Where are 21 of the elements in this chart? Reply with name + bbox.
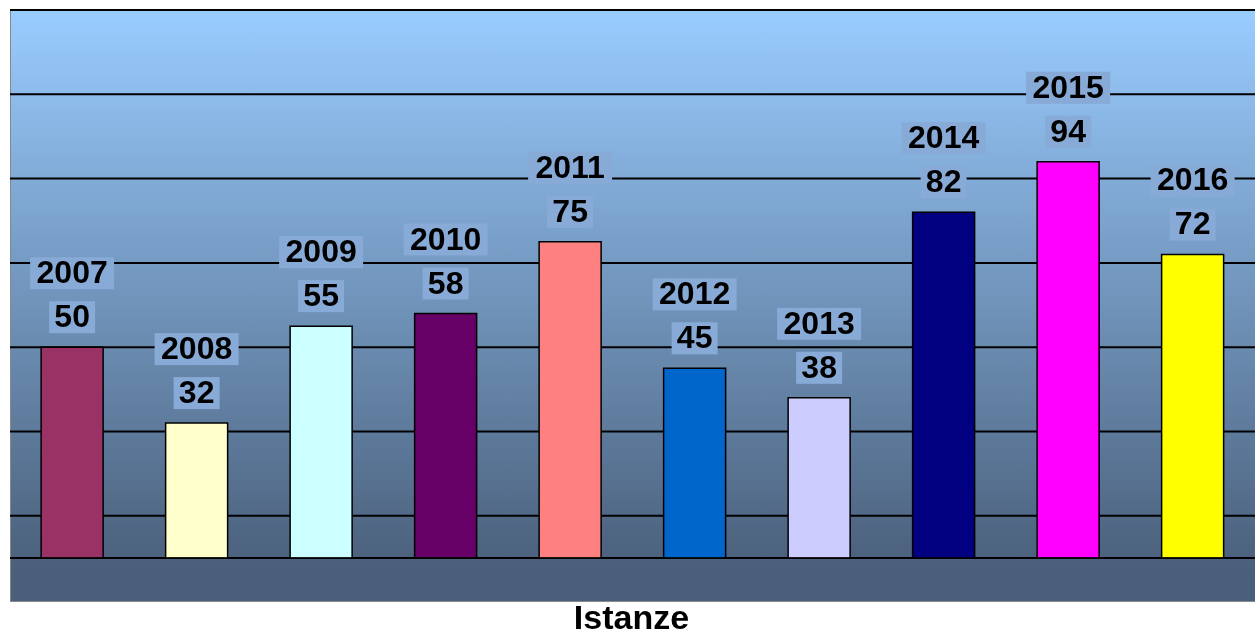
x-axis-title: Istanze bbox=[572, 598, 691, 633]
data-label: 75 bbox=[552, 192, 588, 229]
data-label: 72 bbox=[1174, 205, 1211, 242]
data-label: 58 bbox=[427, 264, 464, 301]
data-label: 50 bbox=[54, 298, 90, 335]
x-tick-label: 2012 bbox=[659, 275, 731, 312]
x-tick-label: 2007 bbox=[36, 254, 108, 291]
x-tick-label: 2008 bbox=[161, 330, 233, 367]
data-label: 82 bbox=[925, 163, 962, 200]
x-tick-label: 2010 bbox=[410, 220, 482, 257]
data-label: 45 bbox=[676, 319, 713, 356]
data-label: 94 bbox=[1050, 112, 1087, 149]
data-label: 38 bbox=[801, 348, 837, 385]
x-tick-label: 2011 bbox=[535, 148, 605, 185]
data-label: 55 bbox=[303, 277, 339, 314]
x-tick-label: 2014 bbox=[908, 119, 980, 156]
x-tick-label: 2016 bbox=[1157, 161, 1229, 198]
x-tick-label: 2015 bbox=[1032, 68, 1104, 105]
x-tick-label: 2013 bbox=[783, 304, 855, 341]
data-label: 32 bbox=[178, 374, 215, 411]
x-tick-label: 2009 bbox=[285, 233, 357, 270]
